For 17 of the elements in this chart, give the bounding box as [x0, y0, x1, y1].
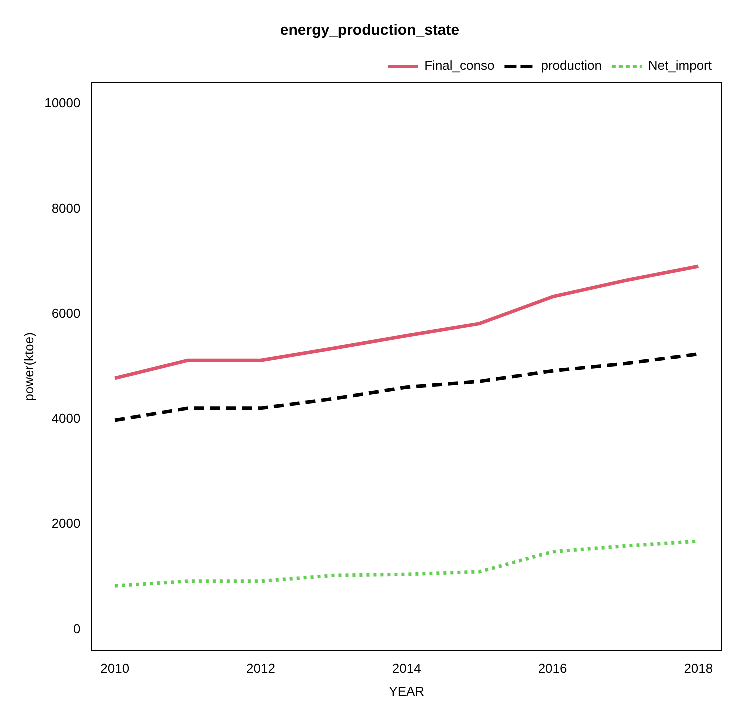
y-tick-label: 2000 — [52, 516, 81, 532]
y-axis-title: power(ktoe) — [21, 332, 36, 402]
x-axis-title: YEAR — [389, 684, 425, 699]
x-tick-label: 2012 — [246, 661, 276, 676]
y-tick-label: 10000 — [44, 96, 81, 111]
x-tick-label: 2010 — [100, 661, 130, 676]
x-tick-label: 2016 — [538, 661, 568, 676]
y-tick-label: 0 — [74, 621, 81, 636]
legend-label: production — [541, 58, 602, 74]
y-tick-label: 8000 — [52, 200, 81, 216]
y-tick-label: 4000 — [52, 411, 81, 426]
x-tick-label: 2018 — [684, 661, 714, 676]
legend-label: Final_conso — [424, 58, 495, 74]
chart-title: energy_production_state — [280, 22, 460, 40]
x-tick-label: 2014 — [392, 661, 422, 676]
legend-label: Net_import — [648, 58, 712, 74]
y-tick-label: 6000 — [52, 306, 81, 321]
